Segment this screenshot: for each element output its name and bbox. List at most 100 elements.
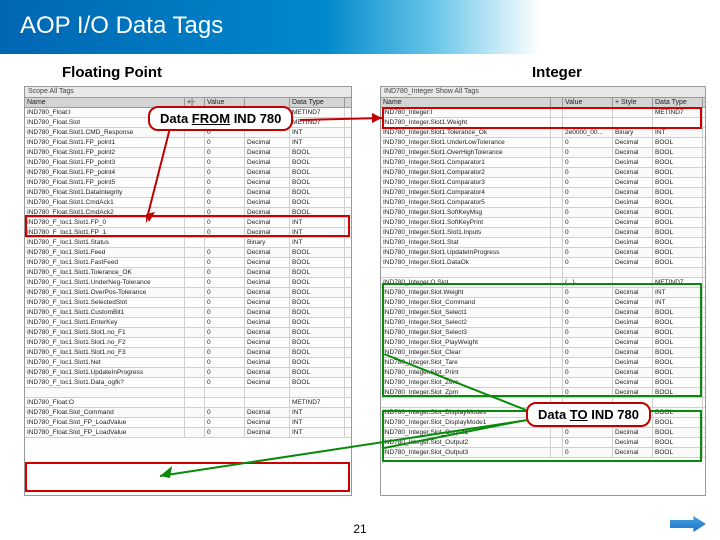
table-row[interactable]: IND780_F_loc1.Slot1.StatusBinaryINT (25, 238, 351, 248)
cell: 0 (563, 178, 613, 187)
table-row[interactable]: IND780_Integer.Slot1.SoftKeyMsg0DecimalB… (381, 208, 705, 218)
cell: BOOL (653, 208, 703, 217)
cell: IND780_Integer.Slot1.Comparator5 (381, 198, 551, 207)
cell (245, 398, 290, 407)
cell: BOOL (653, 248, 703, 257)
table-row[interactable]: IND780_F_loc1.Slot1.Slot1.no_F30DecimalB… (25, 348, 351, 358)
callout-to: Data TO IND 780 (526, 402, 651, 427)
rcol-name: Name (381, 98, 551, 107)
cell (653, 398, 703, 407)
table-row[interactable]: IND780_Integer.Slot1.UnderLowTolerance0D… (381, 138, 705, 148)
cell: 0 (205, 328, 245, 337)
arrow-red-left (146, 122, 396, 232)
cell (185, 328, 205, 337)
cell: BOOL (290, 328, 345, 337)
cell: 0 (563, 248, 613, 257)
table-row[interactable]: IND780_Integer.Slot1.SoftKeyPrint0Decima… (381, 218, 705, 228)
table-row[interactable]: IND780_Integer.Slot1.Comparator40Decimal… (381, 188, 705, 198)
cell (185, 308, 205, 317)
cell: Decimal (613, 168, 653, 177)
cell: Decimal (613, 208, 653, 217)
table-row[interactable]: IND780_F_loc1.Slot1.EnterKey0DecimalBOOL (25, 318, 351, 328)
table-row[interactable]: IND780_F_loc1.Slot1.Feed0DecimalBOOL (25, 248, 351, 258)
cell: IND780_F_loc1.Slot1.Slot1.no_F2 (25, 338, 185, 347)
cell: Decimal (613, 188, 653, 197)
cell: 0 (205, 248, 245, 257)
cell: IND780_Integer.Slot1.UpdateInProgress (381, 248, 551, 257)
table-row[interactable]: IND780_Integer.Slot1.DataOk0DecimalBOOL (381, 258, 705, 268)
table-row[interactable]: IND780_Float:OMETIND7 (25, 398, 351, 408)
col-dt: Data Type (290, 98, 345, 107)
table-row[interactable]: IND780_Integer.Slot1.Stat0DecimalBOOL (381, 238, 705, 248)
page-number: 21 (353, 522, 366, 536)
cell: IND780_Integer.Slot1.SoftKeyMsg (381, 208, 551, 217)
table-row[interactable]: IND780_F_loc1.Slot1.Net0DecimalBOOL (25, 358, 351, 368)
cell: 0 (563, 148, 613, 157)
cell: BOOL (653, 188, 703, 197)
table-row[interactable]: IND780_F_loc1.Slot1.UpdateInProgress0Dec… (25, 368, 351, 378)
table-row[interactable]: IND780_Integer.Slot1.Comparator10Decimal… (381, 158, 705, 168)
cell (551, 168, 563, 177)
table-row[interactable]: IND780_F_loc1.Slot1.SelectedSlot0Decimal… (25, 298, 351, 308)
cell (25, 388, 185, 397)
callout-from: Data FROM IND 780 (148, 106, 293, 131)
next-arrow-icon[interactable] (670, 516, 706, 532)
label-floating-point: Floating Point (62, 64, 162, 81)
cell: Decimal (245, 308, 290, 317)
cell (245, 388, 290, 397)
rcol-style: + Style (613, 98, 653, 107)
table-row[interactable]: IND780_F_loc1.Slot1.Data_ogfk?0DecimalBO… (25, 378, 351, 388)
cell: Decimal (245, 348, 290, 357)
table-row[interactable]: IND780_Integer.Slot1.OverHighTolerance0D… (381, 148, 705, 158)
cell (185, 298, 205, 307)
table-row[interactable]: IND780_Integer.Slot1.Comparator20Decimal… (381, 168, 705, 178)
cell: BOOL (653, 218, 703, 227)
table-row[interactable]: IND780_F_loc1.Slot1.CustomBit10DecimalBO… (25, 308, 351, 318)
cell: IND780_Integer.Slot1.Slot1.Inputs (381, 228, 551, 237)
cell (205, 398, 245, 407)
table-row[interactable]: IND780_Integer.Slot1.Comparator50Decimal… (381, 198, 705, 208)
cell: 0 (205, 318, 245, 327)
cell: 0 (205, 268, 245, 277)
cell: IND780_F_loc1.Slot1.Data_ogfk? (25, 378, 185, 387)
table-row[interactable]: IND780_F_loc1.Slot1.Slot1.no_F20DecimalB… (25, 338, 351, 348)
callout-from-mid: FROM (192, 111, 230, 126)
table-row[interactable]: IND780_Integer.Slot1.Comparator30Decimal… (381, 178, 705, 188)
cell: BOOL (290, 278, 345, 287)
cell: 0 (205, 258, 245, 267)
right-pane-scope: IND780_Integer Show All Tags (381, 87, 705, 98)
cell: 0 (205, 378, 245, 387)
table-row[interactable]: IND780_F_loc1.Slot1.Slot1.no_F10DecimalB… (25, 328, 351, 338)
cell (185, 398, 205, 407)
cell: BOOL (653, 178, 703, 187)
cell: 0 (563, 188, 613, 197)
cell: 0 (205, 298, 245, 307)
cell: IND780_F_loc1.Slot1.Slot1.no_F1 (25, 328, 185, 337)
cell: Decimal (613, 218, 653, 227)
table-row[interactable] (25, 388, 351, 398)
table-row[interactable]: IND780_F_loc1.Slot1.Tolerance_OK0Decimal… (25, 268, 351, 278)
cell: BOOL (290, 288, 345, 297)
cell: Binary (613, 128, 653, 137)
table-row[interactable] (381, 268, 705, 278)
rcol-pm (551, 98, 563, 107)
table-row[interactable]: IND780_F_loc1.Slot1.OverPos-Tolerance0De… (25, 288, 351, 298)
table-row[interactable]: IND780_Integer.Slot1.Slot1.Inputs0Decima… (381, 228, 705, 238)
cell: 0 (205, 308, 245, 317)
cell: Decimal (613, 158, 653, 167)
cell (205, 238, 245, 247)
table-row[interactable]: IND780_Integer.Slot1.UpdateInProgress 0De… (381, 248, 705, 258)
label-integer: Integer (532, 64, 582, 81)
cell (653, 268, 703, 277)
cell: Decimal (613, 248, 653, 257)
table-row[interactable]: IND780_F_loc1.Slot1.UnderNeg-Tolerance0D… (25, 278, 351, 288)
rcol-val: Value (563, 98, 613, 107)
cell: Decimal (613, 228, 653, 237)
callout-to-mid: TO (570, 407, 588, 422)
cell: IND780_F_loc1.Slot1.CustomBit1 (25, 308, 185, 317)
cell: BOOL (653, 258, 703, 267)
cell (551, 208, 563, 217)
table-row[interactable]: IND780_F_loc1.Slot1.FastFeed0DecimalBOOL (25, 258, 351, 268)
table-row[interactable]: IND780_Integer.Slot1.Tolerance_Ok2e0000_… (381, 128, 705, 138)
cell: IND780_Integer.Slot1.UnderLowTolerance (381, 138, 551, 147)
